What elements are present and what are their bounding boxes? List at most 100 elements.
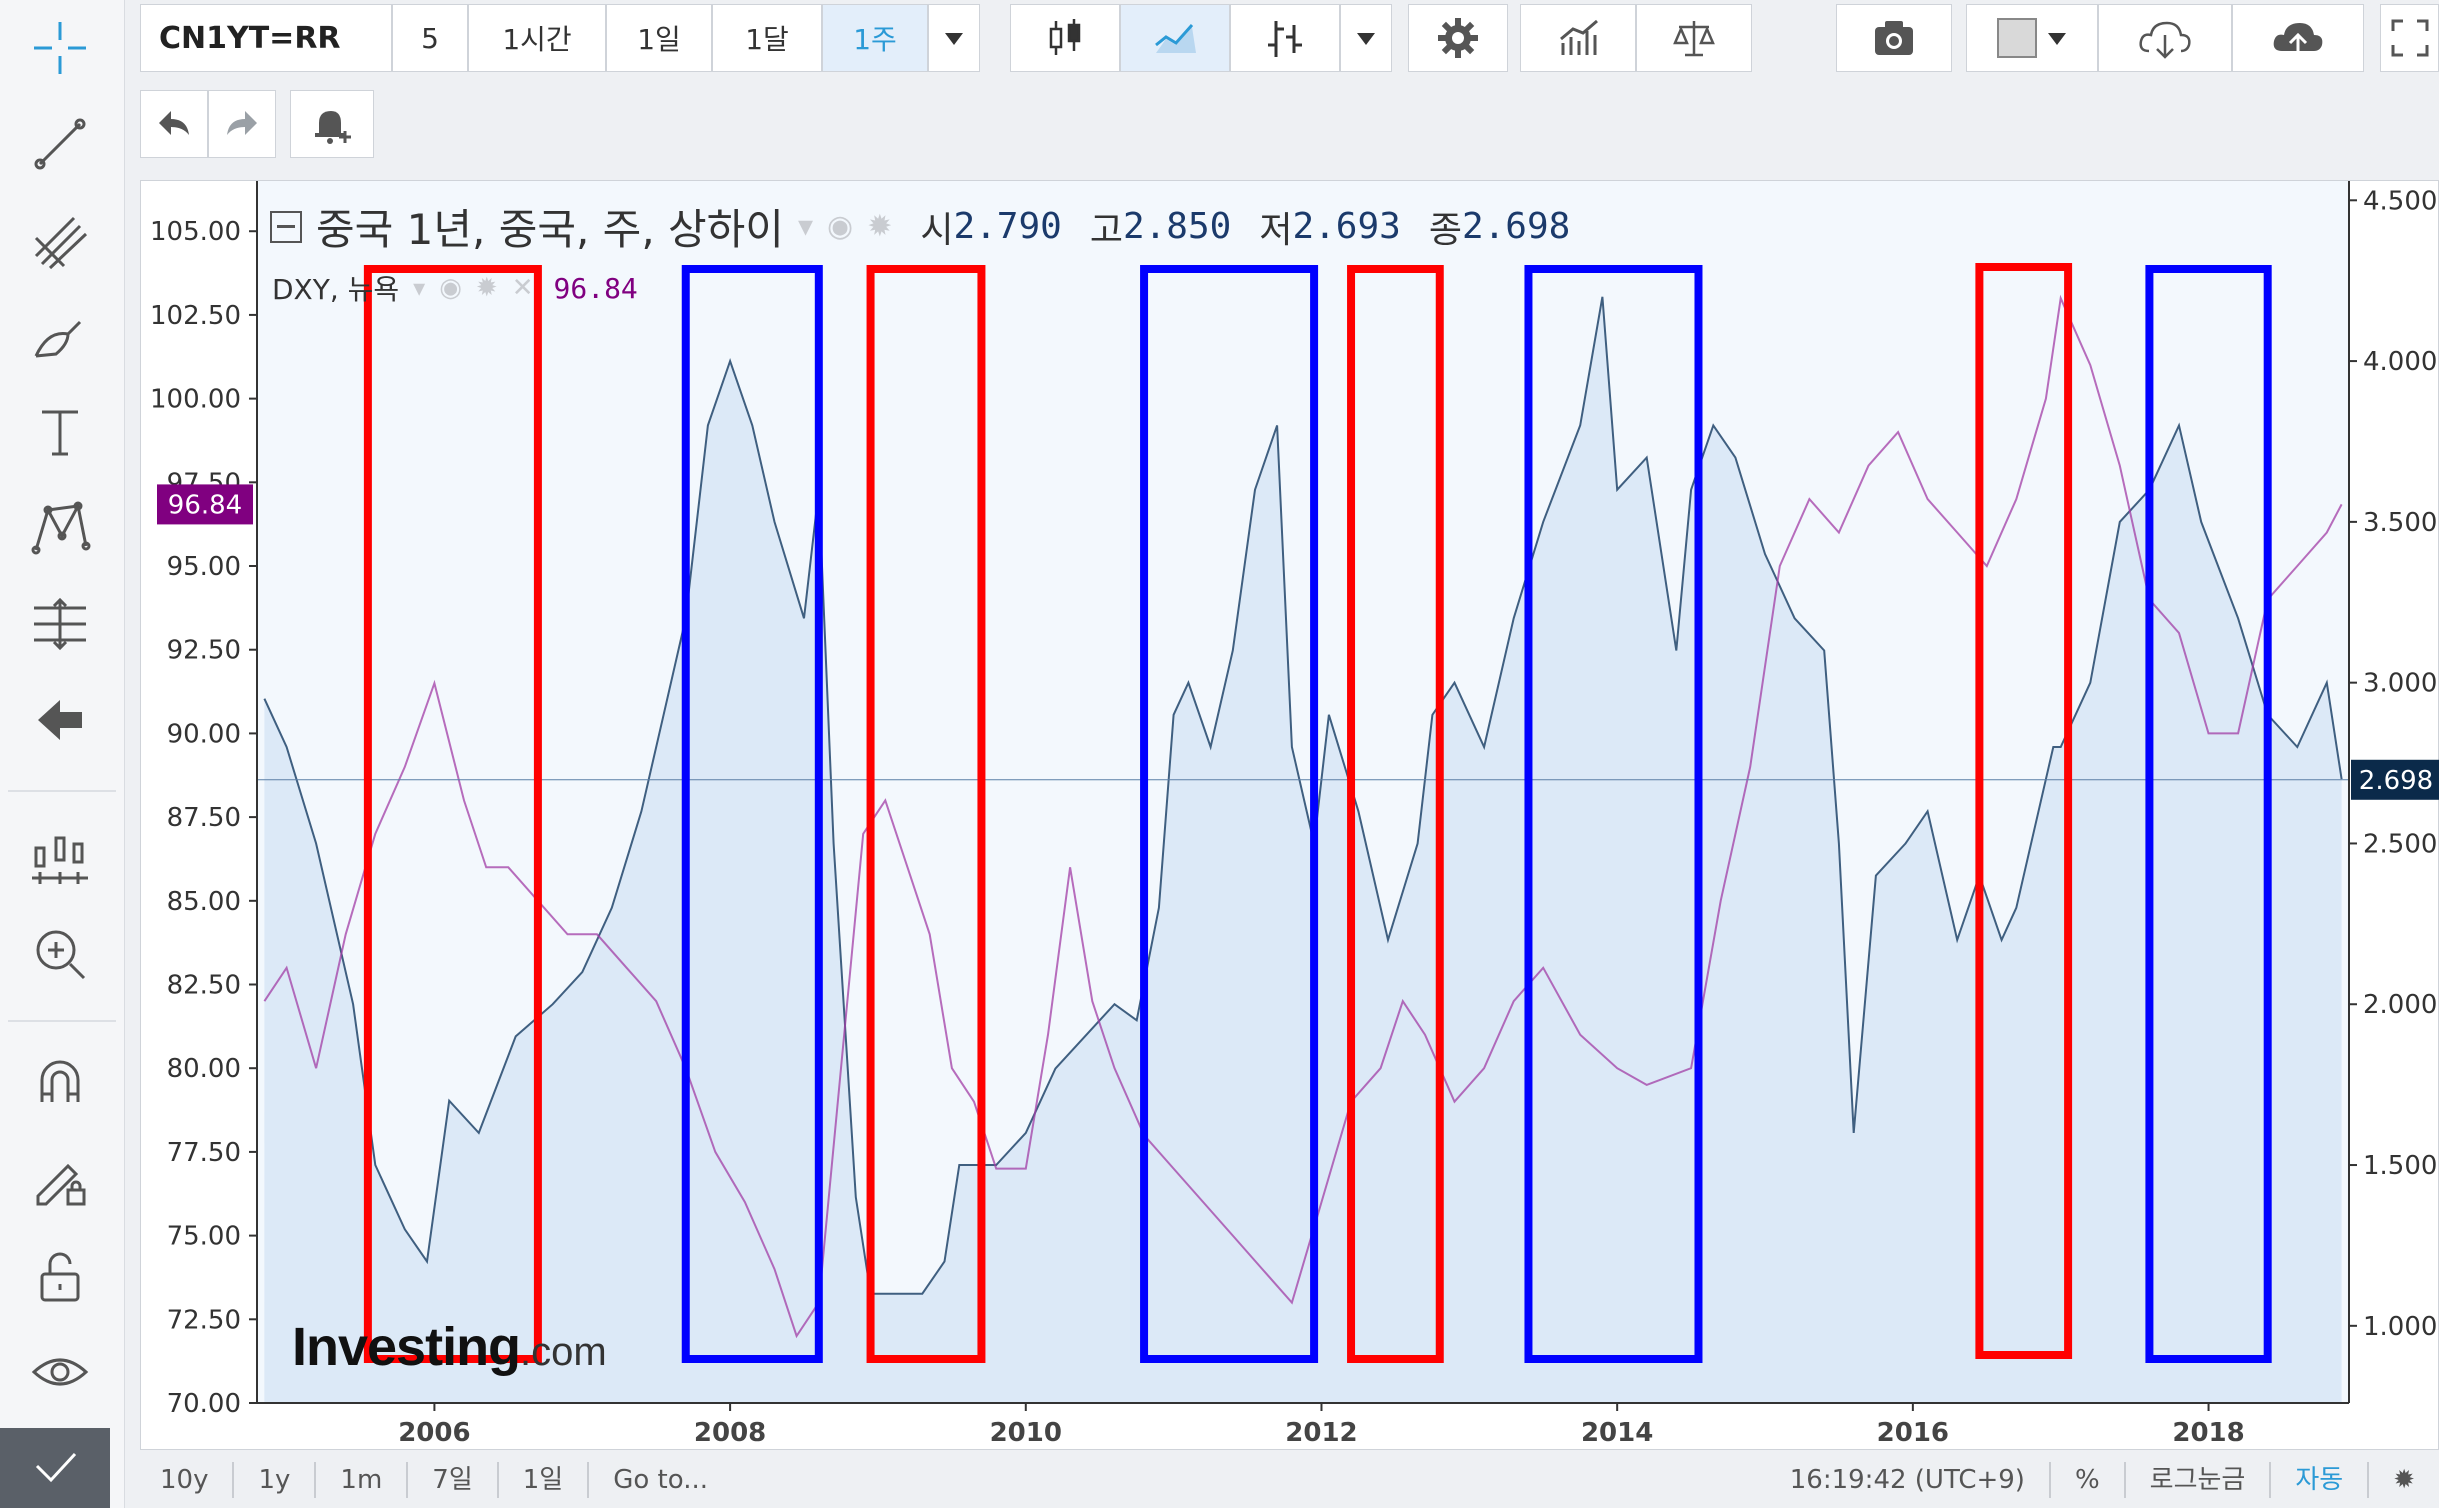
settings-button[interactable] bbox=[1408, 4, 1508, 72]
interval-1h-button[interactable]: 1시간 bbox=[468, 4, 606, 72]
eye-icon[interactable]: ◉ bbox=[439, 273, 462, 303]
x-tick-label: 2006 bbox=[398, 1418, 470, 1448]
left-tick-label: 100.00 bbox=[150, 385, 241, 415]
logo-text: Investing bbox=[292, 1317, 521, 1377]
scale-balance-icon bbox=[1673, 21, 1715, 57]
compare-button[interactable] bbox=[1636, 4, 1752, 72]
brush-icon[interactable] bbox=[20, 296, 100, 376]
range-1y[interactable]: 1y bbox=[234, 1462, 317, 1498]
drawing-toolbar bbox=[0, 0, 125, 1508]
range-1d[interactable]: 1일 bbox=[499, 1462, 590, 1498]
annotation-box-red-2 bbox=[866, 265, 986, 1363]
tag-icon[interactable] bbox=[0, 1428, 110, 1508]
chevron-down-icon[interactable]: ▾ bbox=[413, 274, 426, 302]
chart-canvas[interactable]: 70.00 72.50 75.00 77.50 80.00 82.50 85.00 87.50… bbox=[141, 181, 2439, 1451]
crosshair-icon[interactable] bbox=[20, 8, 100, 88]
range-7d[interactable]: 7일 bbox=[408, 1462, 499, 1498]
range-10y[interactable]: 10y bbox=[136, 1462, 235, 1498]
x-tick-label: 2008 bbox=[694, 1418, 766, 1448]
chart-type-dropdown-button[interactable] bbox=[1340, 4, 1392, 72]
left-tick-label: 77.50 bbox=[167, 1138, 241, 1168]
gear-icon[interactable]: ✹ bbox=[867, 209, 893, 244]
back-arrow-icon[interactable] bbox=[20, 680, 100, 760]
high-value: 2.850 bbox=[1122, 206, 1232, 247]
download-button[interactable] bbox=[2098, 4, 2232, 72]
candle-chart-button[interactable] bbox=[1010, 4, 1120, 72]
indicators-button[interactable] bbox=[1520, 4, 1636, 72]
area-chart-icon bbox=[1155, 24, 1196, 53]
bar-chart-button[interactable] bbox=[1230, 4, 1340, 72]
investing-logo: Investing.com bbox=[292, 1316, 607, 1378]
go-to-button[interactable]: Go to... bbox=[613, 1465, 708, 1495]
annotation-box-blue-5 bbox=[1524, 265, 1703, 1363]
fullscreen-button[interactable] bbox=[2380, 4, 2439, 72]
left-tick-label: 85.00 bbox=[167, 887, 241, 917]
chart-panel[interactable]: 70.00 72.50 75.00 77.50 80.00 82.50 85.00 87.50… bbox=[140, 180, 2439, 1450]
x-tick-label: 2018 bbox=[2172, 1418, 2244, 1448]
right-tick-label: 2.500 bbox=[2363, 829, 2437, 859]
percent-toggle[interactable]: % bbox=[2051, 1462, 2126, 1498]
cloud-upload-icon bbox=[2273, 23, 2323, 55]
redo-button[interactable] bbox=[208, 90, 276, 158]
color-picker-button[interactable] bbox=[1966, 4, 2098, 72]
zoom-in-icon[interactable] bbox=[20, 914, 100, 994]
interval-1mo-button[interactable]: 1달 bbox=[712, 4, 822, 72]
add-alert-button[interactable] bbox=[290, 90, 374, 158]
settings-gear-icon[interactable]: ✹ bbox=[2393, 1465, 2415, 1495]
measure-icon[interactable] bbox=[20, 584, 100, 664]
annotation-box-blue-7 bbox=[2145, 265, 2272, 1363]
text-icon[interactable] bbox=[20, 392, 100, 472]
pattern-icon[interactable] bbox=[20, 488, 100, 568]
main-series-legend: 중국 1년, 중국, 주, 상하이 ▾ ◉ ✹ 시 2.790 고 2.850 … bbox=[270, 196, 1570, 257]
symbol-input[interactable]: CN1YT=RR bbox=[140, 4, 392, 72]
magnet-icon[interactable] bbox=[20, 1044, 100, 1124]
close-label: 종 bbox=[1428, 209, 1462, 251]
bottom-bar: 10y 1y 1m 7일 1일 Go to... 16:19:42 (UTC+9… bbox=[136, 1452, 2439, 1508]
interval-5-button[interactable]: 5 bbox=[392, 4, 468, 72]
color-swatch-icon bbox=[1997, 18, 2066, 58]
right-value-badge-text: 2.698 bbox=[2359, 766, 2433, 796]
left-tick-label: 105.00 bbox=[150, 217, 241, 247]
log-scale-toggle[interactable]: 로그눈금 bbox=[2126, 1462, 2272, 1498]
overlay-value: 96.84 bbox=[553, 271, 638, 305]
low-value: 2.693 bbox=[1292, 206, 1401, 247]
toolbar-divider bbox=[8, 790, 116, 792]
top-toolbar: CN1YT=RR 5 1시간 1일 1달 1주 bbox=[136, 0, 2439, 76]
range-1m[interactable]: 1m bbox=[316, 1462, 409, 1498]
interval-1w-button[interactable]: 1주 bbox=[822, 4, 928, 72]
collapse-icon[interactable] bbox=[270, 210, 302, 243]
eye-icon[interactable]: ◉ bbox=[827, 209, 854, 244]
series-title: 중국 1년, 중국, 주, 상하이 bbox=[316, 205, 784, 254]
interval-1d-button[interactable]: 1일 bbox=[606, 4, 712, 72]
x-tick-label: 2010 bbox=[990, 1418, 1062, 1448]
annotation-box-blue-3 bbox=[1140, 265, 1319, 1363]
gear-icon[interactable]: ✹ bbox=[475, 273, 498, 303]
redo-icon bbox=[227, 111, 257, 135]
interval-dropdown-button[interactable] bbox=[928, 4, 980, 72]
high-label: 고 bbox=[1089, 209, 1123, 251]
indicator-ruler-icon[interactable] bbox=[20, 818, 100, 898]
area-chart-button[interactable] bbox=[1120, 4, 1230, 72]
close-icon[interactable]: ✕ bbox=[511, 273, 534, 303]
camera-icon bbox=[1875, 21, 1913, 55]
left-tick-label: 92.50 bbox=[167, 636, 241, 666]
lock-drawing-icon[interactable] bbox=[20, 1140, 100, 1220]
candlestick-icon bbox=[1049, 19, 1081, 55]
chevron-down-icon bbox=[945, 33, 963, 45]
eye-icon[interactable] bbox=[20, 1332, 100, 1412]
upload-button[interactable] bbox=[2232, 4, 2364, 72]
low-label: 저 bbox=[1259, 209, 1293, 251]
left-value-badge-text: 96.84 bbox=[168, 490, 242, 520]
screenshot-button[interactable] bbox=[1836, 4, 1952, 72]
undo-button[interactable] bbox=[140, 90, 208, 158]
left-tick-label: 75.00 bbox=[167, 1222, 241, 1252]
chevron-down-icon[interactable]: ▾ bbox=[797, 209, 813, 244]
right-tick-label: 1.500 bbox=[2363, 1151, 2437, 1181]
pitchfork-icon[interactable] bbox=[20, 200, 100, 280]
unlock-icon[interactable] bbox=[20, 1236, 100, 1316]
trend-line-icon[interactable] bbox=[20, 104, 100, 184]
cloud-download-icon bbox=[2139, 21, 2191, 59]
auto-scale-toggle[interactable]: 자동 bbox=[2271, 1462, 2370, 1498]
ohlc-bar-icon bbox=[1268, 21, 1302, 57]
annotation-box-red-0 bbox=[363, 265, 542, 1363]
